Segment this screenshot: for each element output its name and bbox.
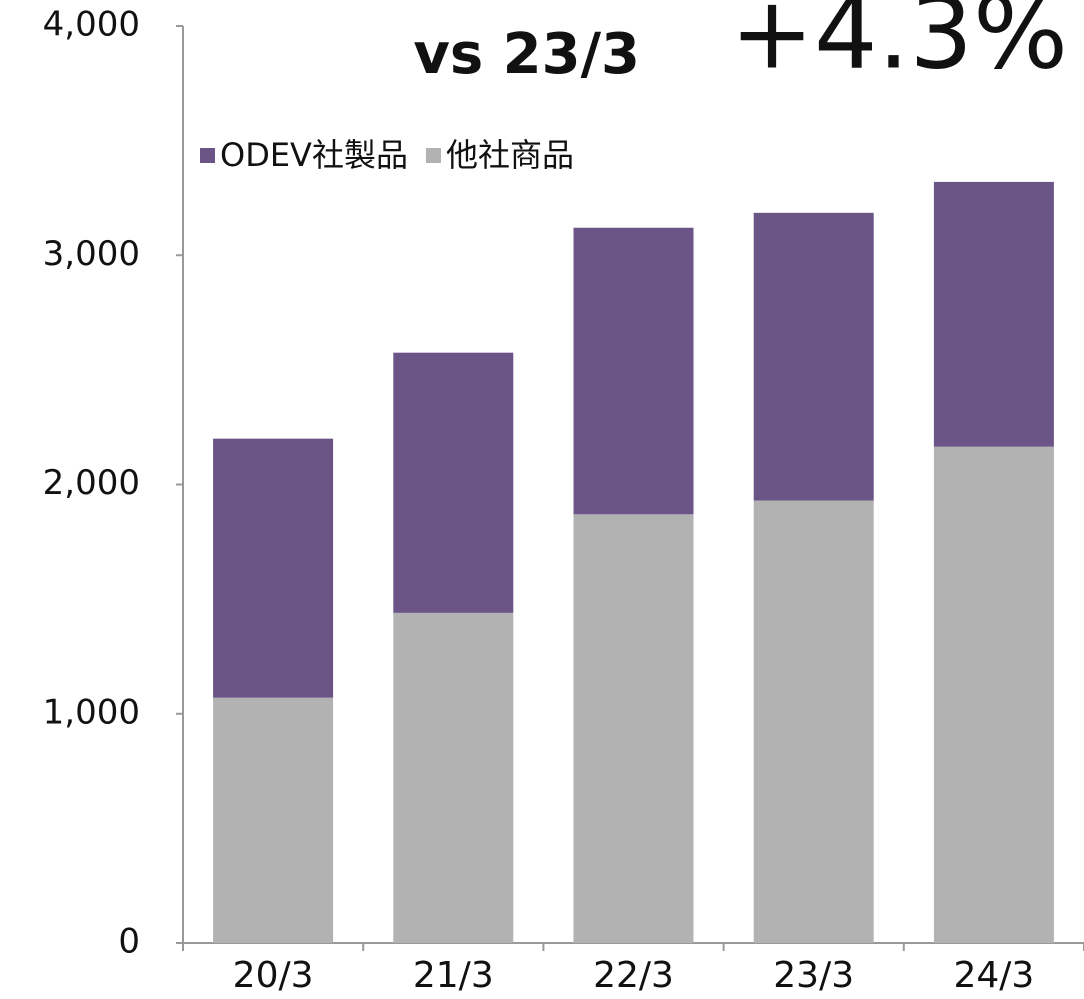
- annotation-highlight: +4.3%: [730, 0, 1068, 91]
- legend-swatch: [200, 148, 215, 163]
- bar-segment: [573, 227, 694, 515]
- bar-segment: [393, 612, 514, 943]
- bar-segment: [213, 697, 334, 943]
- x-tick-label: 21/3: [413, 955, 494, 996]
- bar-segment: [393, 352, 514, 613]
- x-tick-label: 20/3: [233, 955, 314, 996]
- legend-label: 他社商品: [446, 136, 574, 174]
- bar-segment: [753, 500, 874, 943]
- y-tick-label: 2,000: [43, 463, 140, 503]
- bar-segment: [933, 446, 1054, 943]
- y-tick-label: 0: [118, 922, 140, 962]
- x-tick-label: 23/3: [773, 955, 854, 996]
- bar-segment: [213, 438, 334, 698]
- legend-label: ODEV社製品: [220, 136, 408, 174]
- annotation-text: vs 23/3: [413, 22, 640, 87]
- bar-segment: [753, 212, 874, 501]
- legend-swatch: [425, 148, 441, 163]
- bar-segment: [933, 181, 1054, 447]
- x-tick-label: 24/3: [953, 955, 1034, 996]
- y-tick-label: 3,000: [43, 234, 140, 274]
- bar-segment: [573, 514, 694, 943]
- y-tick-label: 1,000: [43, 692, 140, 732]
- x-tick-label: 22/3: [593, 955, 674, 996]
- y-tick-label: 4,000: [43, 5, 140, 45]
